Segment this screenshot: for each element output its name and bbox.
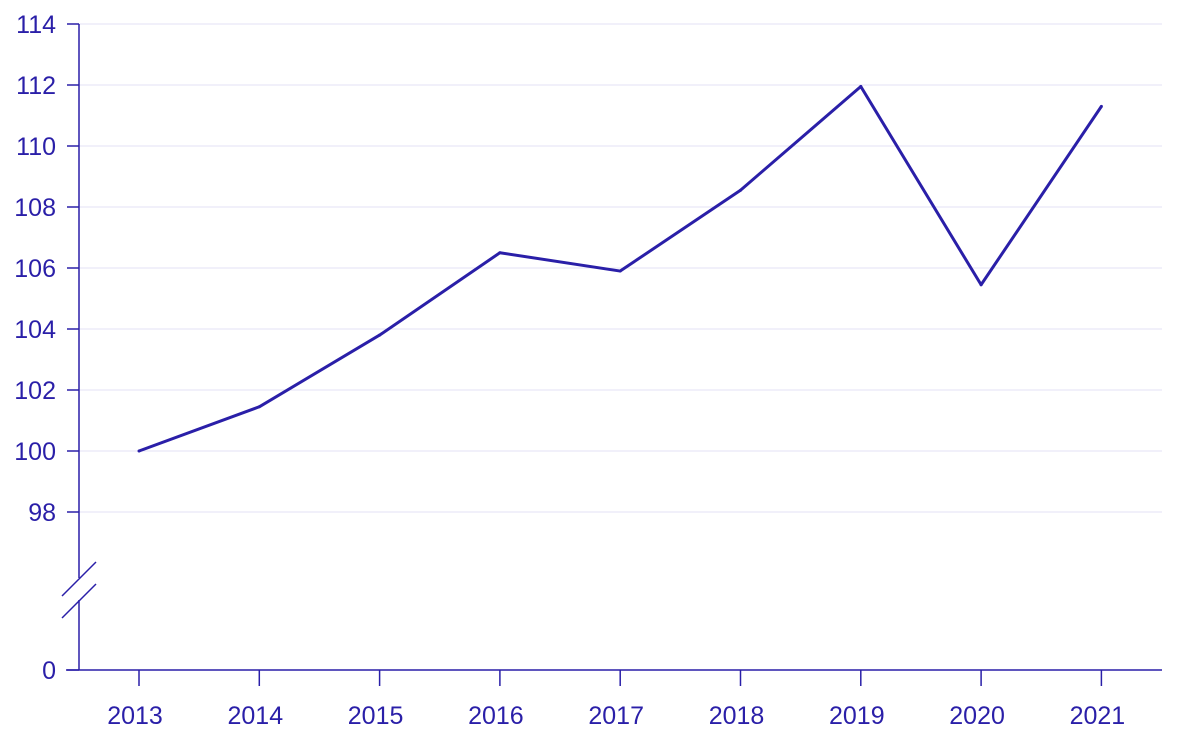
x-tick-label: 2015 bbox=[348, 702, 404, 730]
x-tick-label: 2016 bbox=[468, 702, 524, 730]
data-point bbox=[137, 449, 141, 453]
x-tick-label: 2021 bbox=[1070, 702, 1126, 730]
data-point bbox=[739, 188, 742, 192]
series-line bbox=[138, 85, 1103, 453]
y-tick-label: 104 bbox=[14, 316, 56, 344]
x-tick-label: 2018 bbox=[709, 702, 765, 730]
axis-break-mark bbox=[61, 561, 97, 597]
axes bbox=[61, 23, 1162, 686]
data-point bbox=[257, 405, 261, 409]
y-tick-label: 108 bbox=[14, 194, 56, 222]
data-point bbox=[618, 269, 622, 273]
y-tick-label: 102 bbox=[14, 377, 56, 405]
x-tick-label: 2020 bbox=[949, 702, 1005, 730]
y-tick-label: 112 bbox=[16, 72, 56, 100]
x-tick-labels: 2013 2014 2015 2016 2017 2018 2019 2020 2021 bbox=[107, 702, 1125, 730]
y-tick-label: 106 bbox=[14, 255, 56, 283]
data-point bbox=[979, 283, 983, 287]
data-point bbox=[378, 333, 382, 337]
y-tick-label: 110 bbox=[16, 133, 56, 161]
y-tick-label-zero: 0 bbox=[42, 657, 56, 685]
y-tick-labels: 98 100 102 104 106 108 110 112 114 0 bbox=[14, 11, 56, 685]
x-tick-label: 2019 bbox=[829, 702, 885, 730]
y-tick-label: 98 bbox=[28, 499, 56, 527]
series bbox=[137, 85, 1103, 453]
y-tick-label: 100 bbox=[14, 438, 56, 466]
x-tick-label: 2013 bbox=[107, 702, 163, 730]
y-tick-label: 114 bbox=[16, 11, 56, 39]
data-point bbox=[498, 251, 502, 255]
x-tick-label: 2014 bbox=[227, 702, 283, 730]
data-point bbox=[1099, 104, 1103, 108]
x-tick-label: 2017 bbox=[588, 702, 644, 730]
axis-break-mark bbox=[61, 583, 97, 619]
gridlines bbox=[79, 23, 1162, 513]
data-point bbox=[859, 85, 863, 89]
